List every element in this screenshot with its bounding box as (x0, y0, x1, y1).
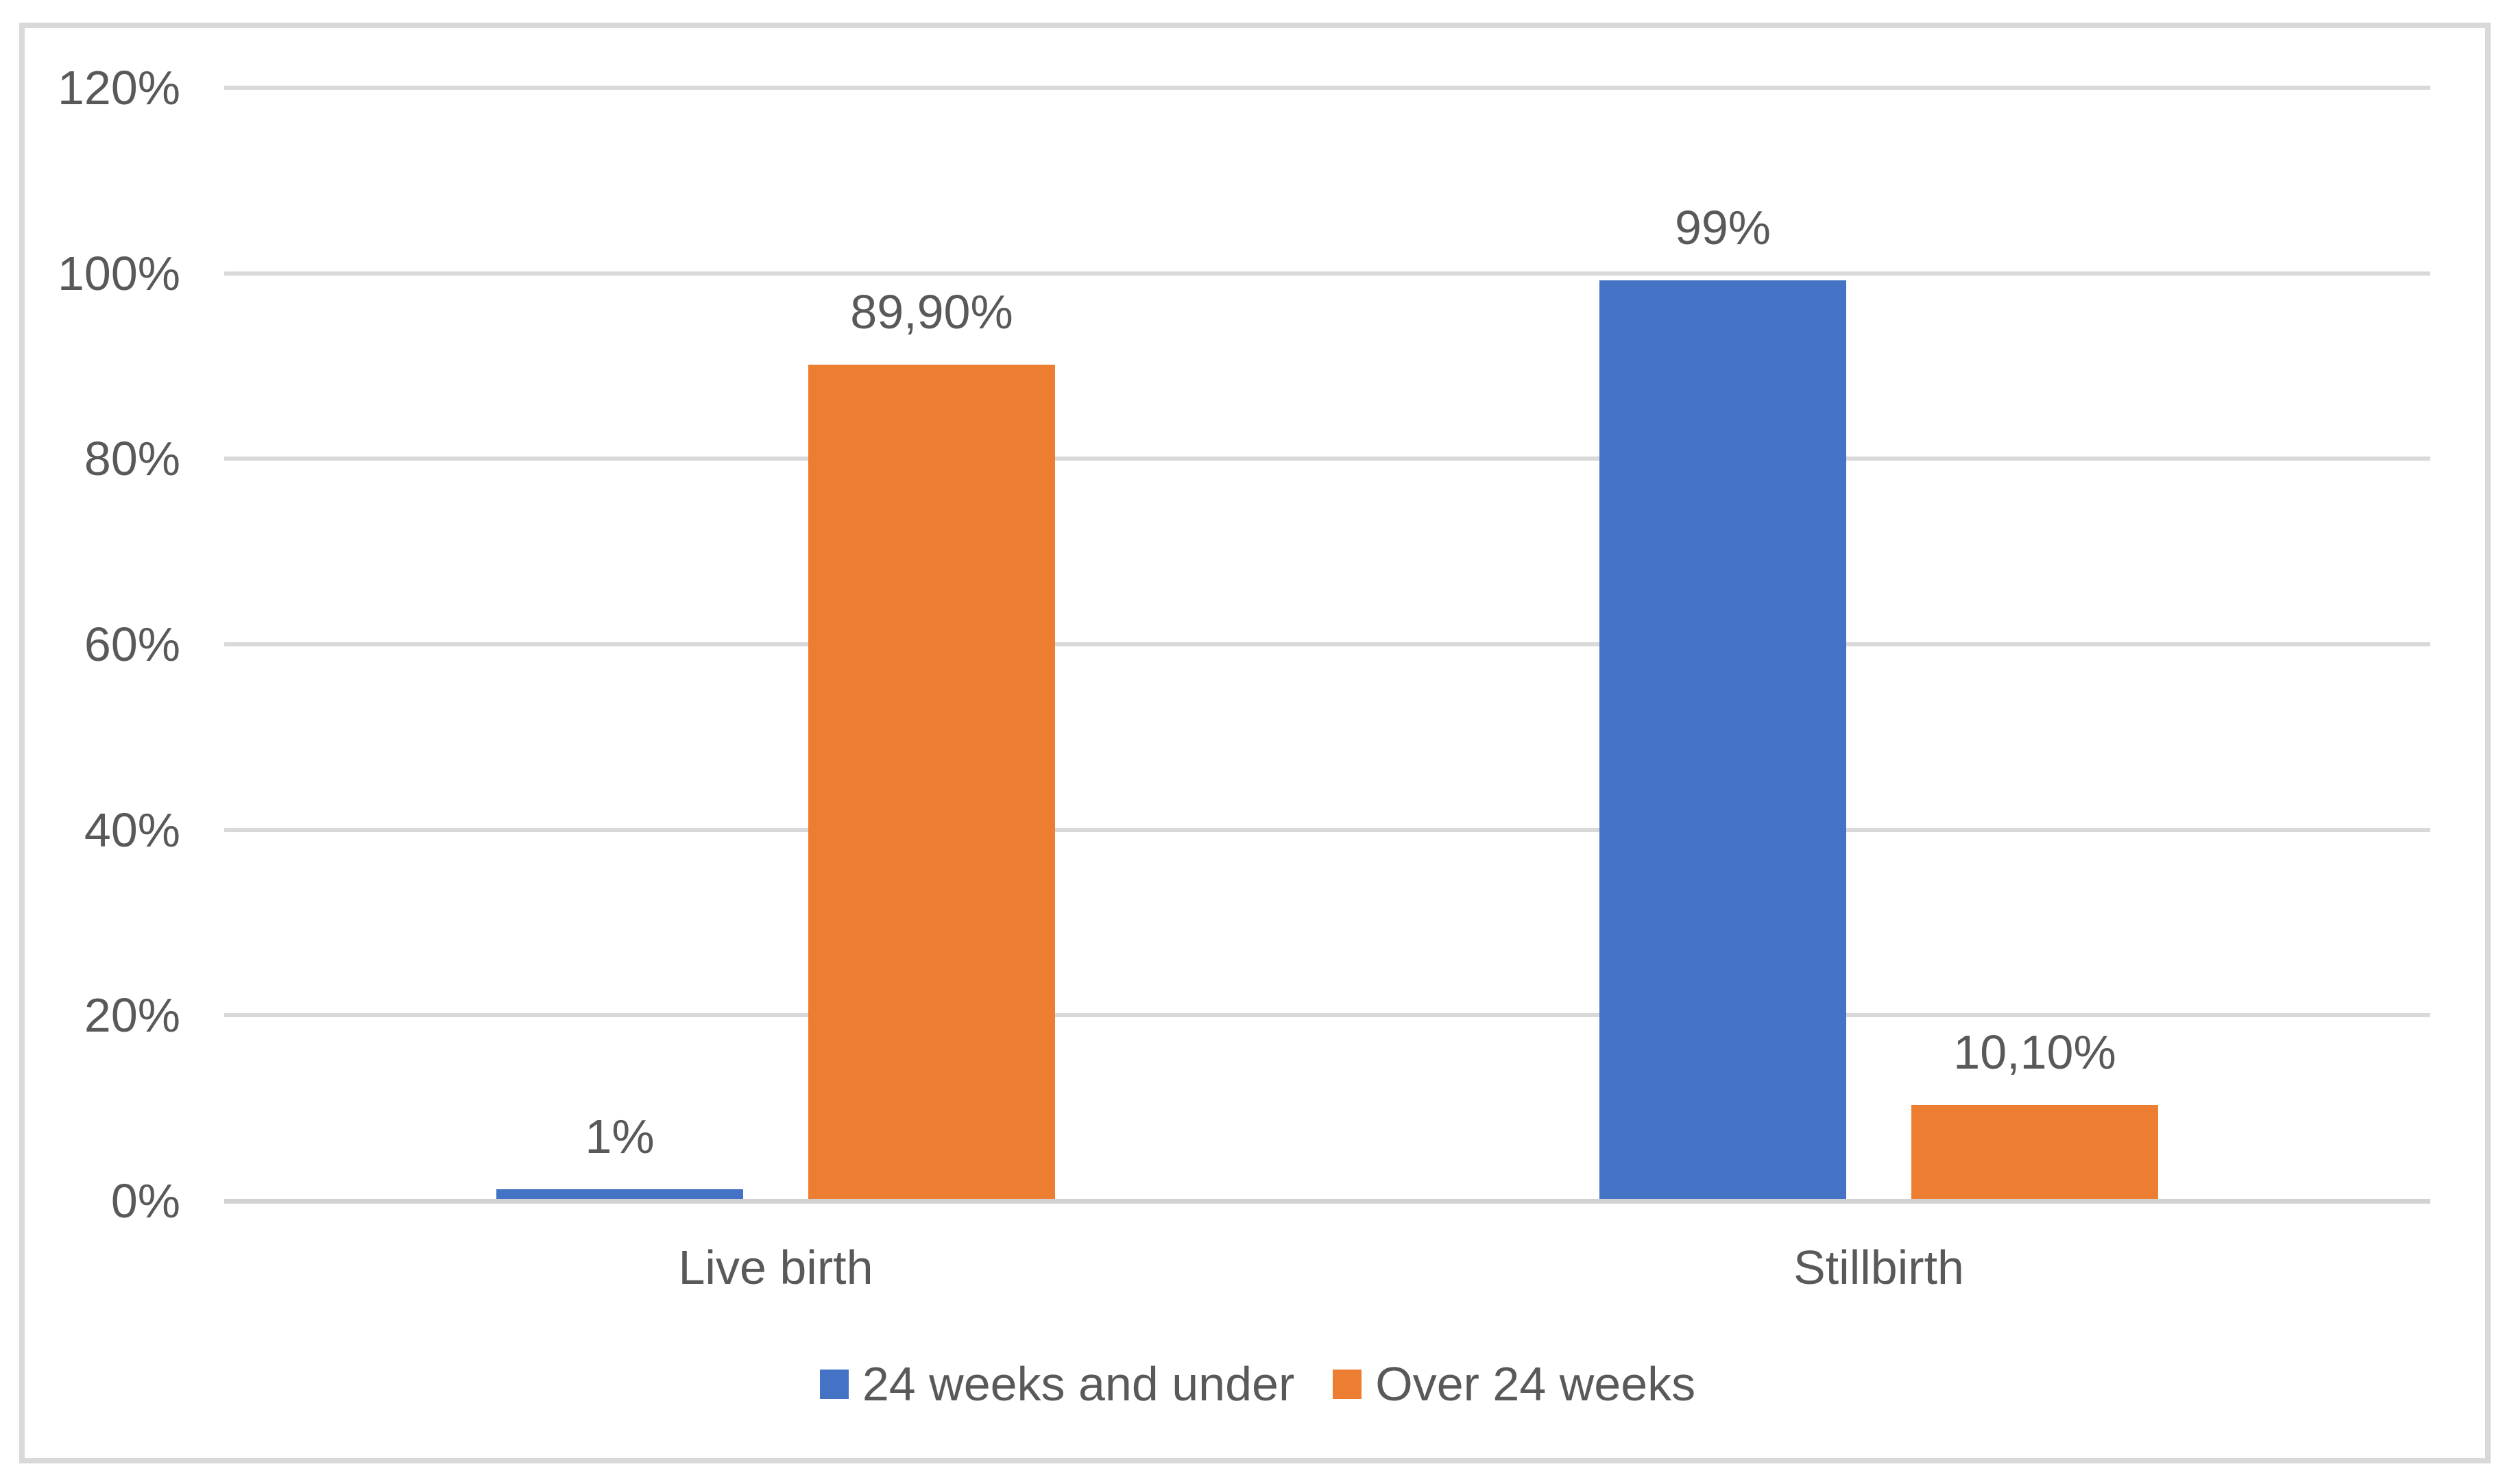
bar-stillbirth-24-weeks-and-under (1599, 280, 1846, 1199)
bar-live-birth-over-24-weeks (808, 365, 1055, 1199)
y-axis-tick-label: 20% (84, 988, 180, 1043)
legend: 24 weeks and under Over 24 weeks (19, 1359, 2496, 1409)
y-axis-tick-label: 0% (110, 1174, 180, 1228)
y-axis-tick-label: 120% (57, 61, 180, 114)
gridline (224, 86, 2430, 90)
y-axis-tick-label: 40% (84, 803, 180, 857)
gridline (224, 1013, 2430, 1018)
data-label-live-birth-24-weeks-and-under: 1% (585, 1110, 655, 1164)
legend-label: Over 24 weeks (1375, 1357, 1696, 1411)
gridline (224, 827, 2430, 832)
gridline (224, 642, 2430, 646)
legend-swatch-icon (819, 1369, 849, 1399)
y-axis-tick-label: 80% (84, 432, 180, 486)
y-axis-tick-label: 100% (57, 246, 180, 300)
data-label-stillbirth-24-weeks-and-under: 99% (1674, 201, 1771, 255)
bar-stillbirth-over-24-weeks (1911, 1105, 2158, 1199)
gridline (224, 271, 2430, 276)
bar-live-birth-24-weeks-and-under (496, 1189, 743, 1199)
x-axis-category-label-live-birth: Live birth (678, 1241, 873, 1294)
data-label-live-birth-over-24-weeks: 89,90% (850, 285, 1013, 339)
legend-item-over-24-weeks: Over 24 weeks (1333, 1359, 1695, 1409)
chart-frame (19, 23, 2491, 1463)
legend-label: 24 weeks and under (862, 1357, 1295, 1411)
legend-swatch-icon (1333, 1369, 1362, 1399)
x-axis-category-label-stillbirth: Stillbirth (1793, 1241, 1964, 1294)
data-label-stillbirth-over-24-weeks: 10,10% (1953, 1025, 2116, 1080)
y-axis-tick-label: 60% (84, 618, 180, 671)
x-axis-line (224, 1199, 2430, 1204)
legend-item-24-weeks-and-under: 24 weeks and under (819, 1357, 1295, 1411)
gridline (224, 457, 2430, 461)
